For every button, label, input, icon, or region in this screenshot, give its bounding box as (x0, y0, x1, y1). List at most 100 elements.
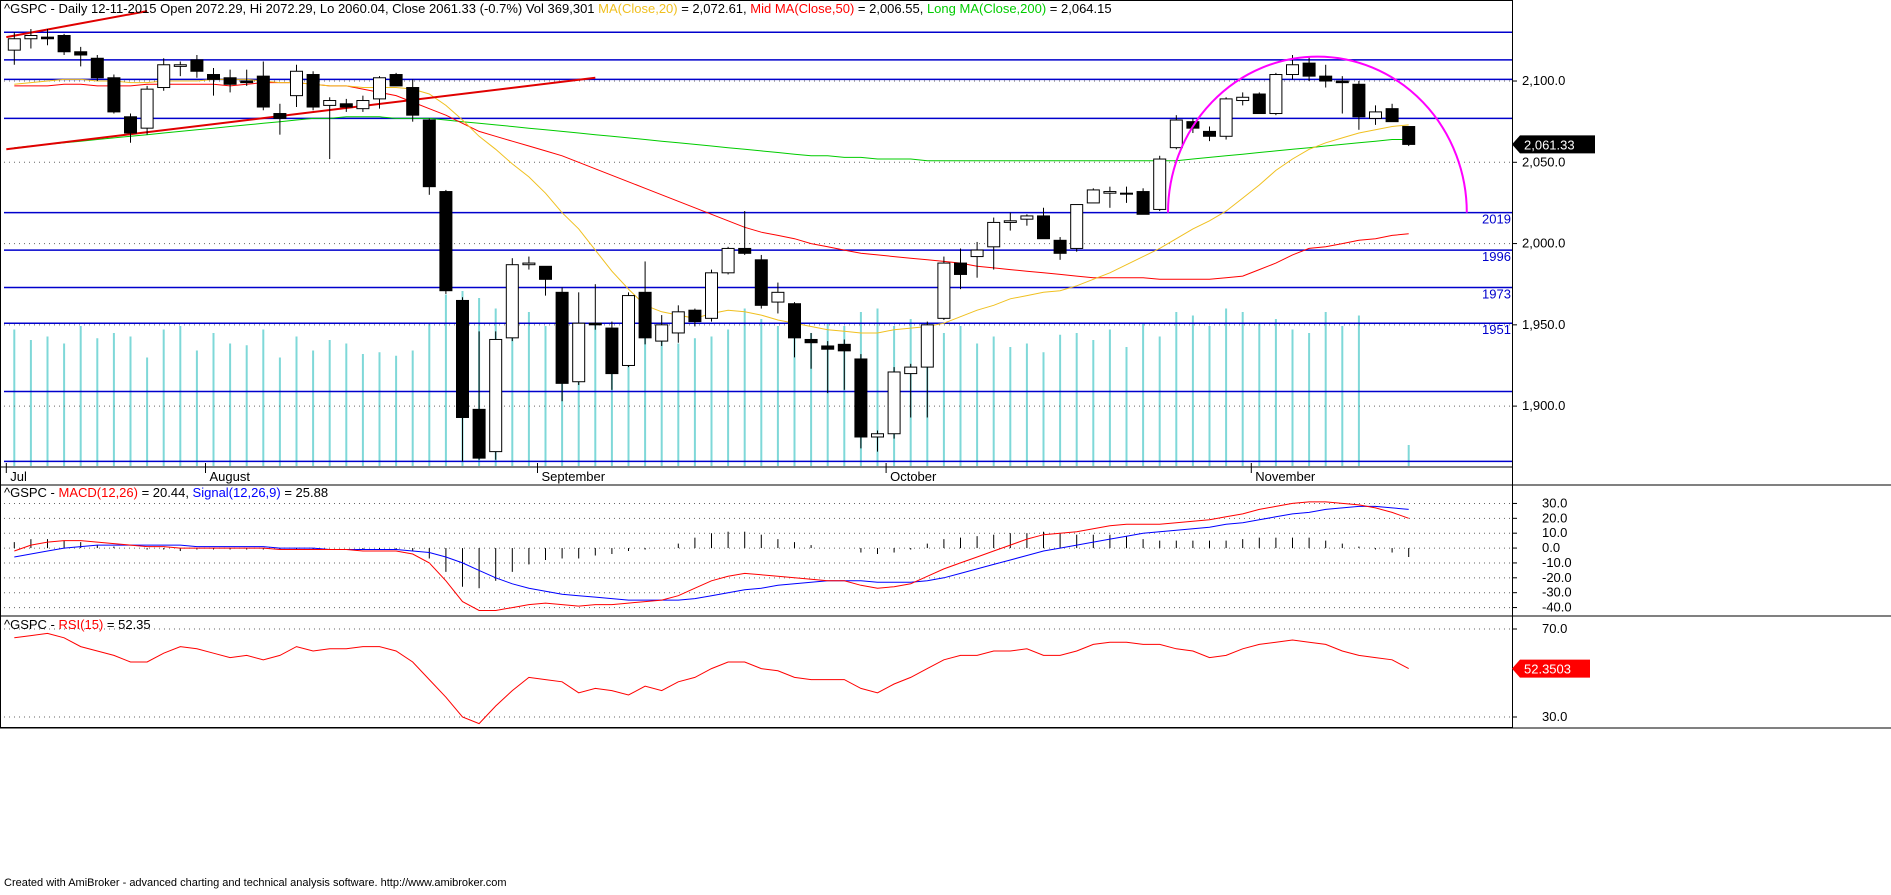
month-label: October (890, 469, 937, 484)
candle-body (1252, 93, 1266, 115)
candle-body (622, 295, 635, 366)
rsi-header: ^GSPC - RSI(15) = 52.35 (4, 617, 151, 632)
candle-body (1236, 96, 1250, 102)
candle-body (356, 100, 370, 110)
candle-body (140, 88, 154, 129)
trendline (6, 76, 596, 151)
rsi-header-rsi-value: = 52.35 (103, 617, 150, 632)
macd-tick-label: 20.0 (1542, 510, 1567, 525)
candle-body (273, 113, 287, 119)
candle-body (970, 249, 984, 258)
macd-header: ^GSPC - MACD(12,26) = 20.44, Signal(12,2… (4, 485, 328, 500)
candle-body (373, 77, 386, 100)
price-header-ma-mid: Mid MA(Close,50) (750, 1, 854, 16)
rsi-tick-label: 30.0 (1542, 709, 1567, 724)
candle-body (389, 74, 403, 87)
candle-body (771, 291, 785, 303)
candle-body (1302, 62, 1316, 77)
candle-body (1086, 189, 1100, 204)
candle-body (7, 38, 21, 51)
candle-body (1120, 192, 1133, 195)
macd-tick-label: -40.0 (1542, 600, 1572, 615)
candle-body (1219, 98, 1233, 137)
macd-tick-label: -20.0 (1542, 570, 1572, 585)
rsi-header-prefix: ^GSPC - (4, 617, 59, 632)
candle-body (588, 322, 602, 326)
price-header-ma-short: MA(Close,20) (598, 1, 677, 16)
candle-body (1037, 215, 1050, 240)
price-tick-label: 2,000.0 (1522, 236, 1565, 251)
candle-body (157, 64, 171, 89)
rsi-last-value-label: 52.3503 (1524, 662, 1571, 677)
candle-body (754, 259, 768, 306)
candle-body (1136, 191, 1150, 215)
candle-body (1352, 83, 1366, 118)
candle-body (987, 221, 1001, 248)
candle-body (1020, 215, 1034, 220)
candle-body (904, 366, 918, 375)
candle-body (920, 324, 934, 368)
candle-body (439, 191, 453, 292)
macd-tick-label: -30.0 (1542, 585, 1572, 600)
macd-line (14, 501, 1409, 611)
candle-body (1169, 119, 1183, 149)
candle-body (489, 338, 503, 453)
signal-line (14, 505, 1409, 601)
macd-tick-label: 0.0 (1542, 540, 1560, 555)
candle-body (954, 262, 967, 275)
candle-body (871, 433, 884, 438)
candle-body (190, 59, 204, 72)
month-label: September (542, 469, 606, 484)
price-tick-label: 2,100.0 (1522, 73, 1565, 88)
macd-header-macd-label: MACD(12,26) (59, 485, 138, 500)
candle-body (887, 371, 901, 435)
candle-body (605, 327, 619, 375)
rsi-line (14, 632, 1409, 725)
candle-body (937, 262, 951, 319)
candle-body (1003, 220, 1017, 223)
candle-body (671, 311, 685, 334)
candle-body (1203, 130, 1216, 137)
chart-frame (0, 0, 1513, 728)
candle-body (721, 247, 735, 274)
candle-body (107, 77, 121, 113)
trendline (6, 10, 148, 39)
macd-tick-label: 10.0 (1542, 525, 1567, 540)
candle-body (655, 324, 669, 342)
candle-body (505, 264, 519, 339)
macd-header-macd-value: = 20.44, (138, 485, 193, 500)
price-header-prefix: ^GSPC - Daily 12-11-2015 Open 2072.29, H… (4, 1, 598, 16)
month-label: August (210, 469, 251, 484)
candle-body (1369, 111, 1382, 119)
candle-body (256, 75, 270, 108)
candle-body (804, 338, 818, 344)
level-label: 1951 (1482, 322, 1511, 337)
candle-body (456, 299, 469, 418)
candle-body (555, 291, 569, 384)
macd-header-signal-label: Signal(12,26,9) (193, 485, 281, 500)
candle-body (173, 64, 187, 67)
candle-body (1053, 239, 1067, 254)
candle-body (306, 74, 320, 108)
candle-body (1402, 126, 1416, 145)
candle-body (406, 87, 420, 116)
candle-body (688, 309, 702, 323)
candle-body (124, 116, 137, 134)
candle-body (422, 119, 436, 188)
footer-credit: Created with AmiBroker - advanced charti… (4, 877, 507, 889)
candle-body (323, 100, 337, 106)
candle-body (223, 77, 237, 85)
candle-body (539, 265, 552, 280)
candle-body (705, 272, 718, 319)
month-label: Jul (10, 469, 27, 484)
candle-body (572, 322, 586, 383)
candle-body (57, 35, 71, 53)
level-label: 1973 (1482, 286, 1511, 301)
candle-body (41, 36, 54, 40)
price-header-ma-short-value: = 2,072.61, (678, 1, 751, 16)
candle-body (1286, 64, 1299, 76)
price-tick-label: 1,950.0 (1522, 317, 1565, 332)
candle-body (1269, 74, 1283, 115)
